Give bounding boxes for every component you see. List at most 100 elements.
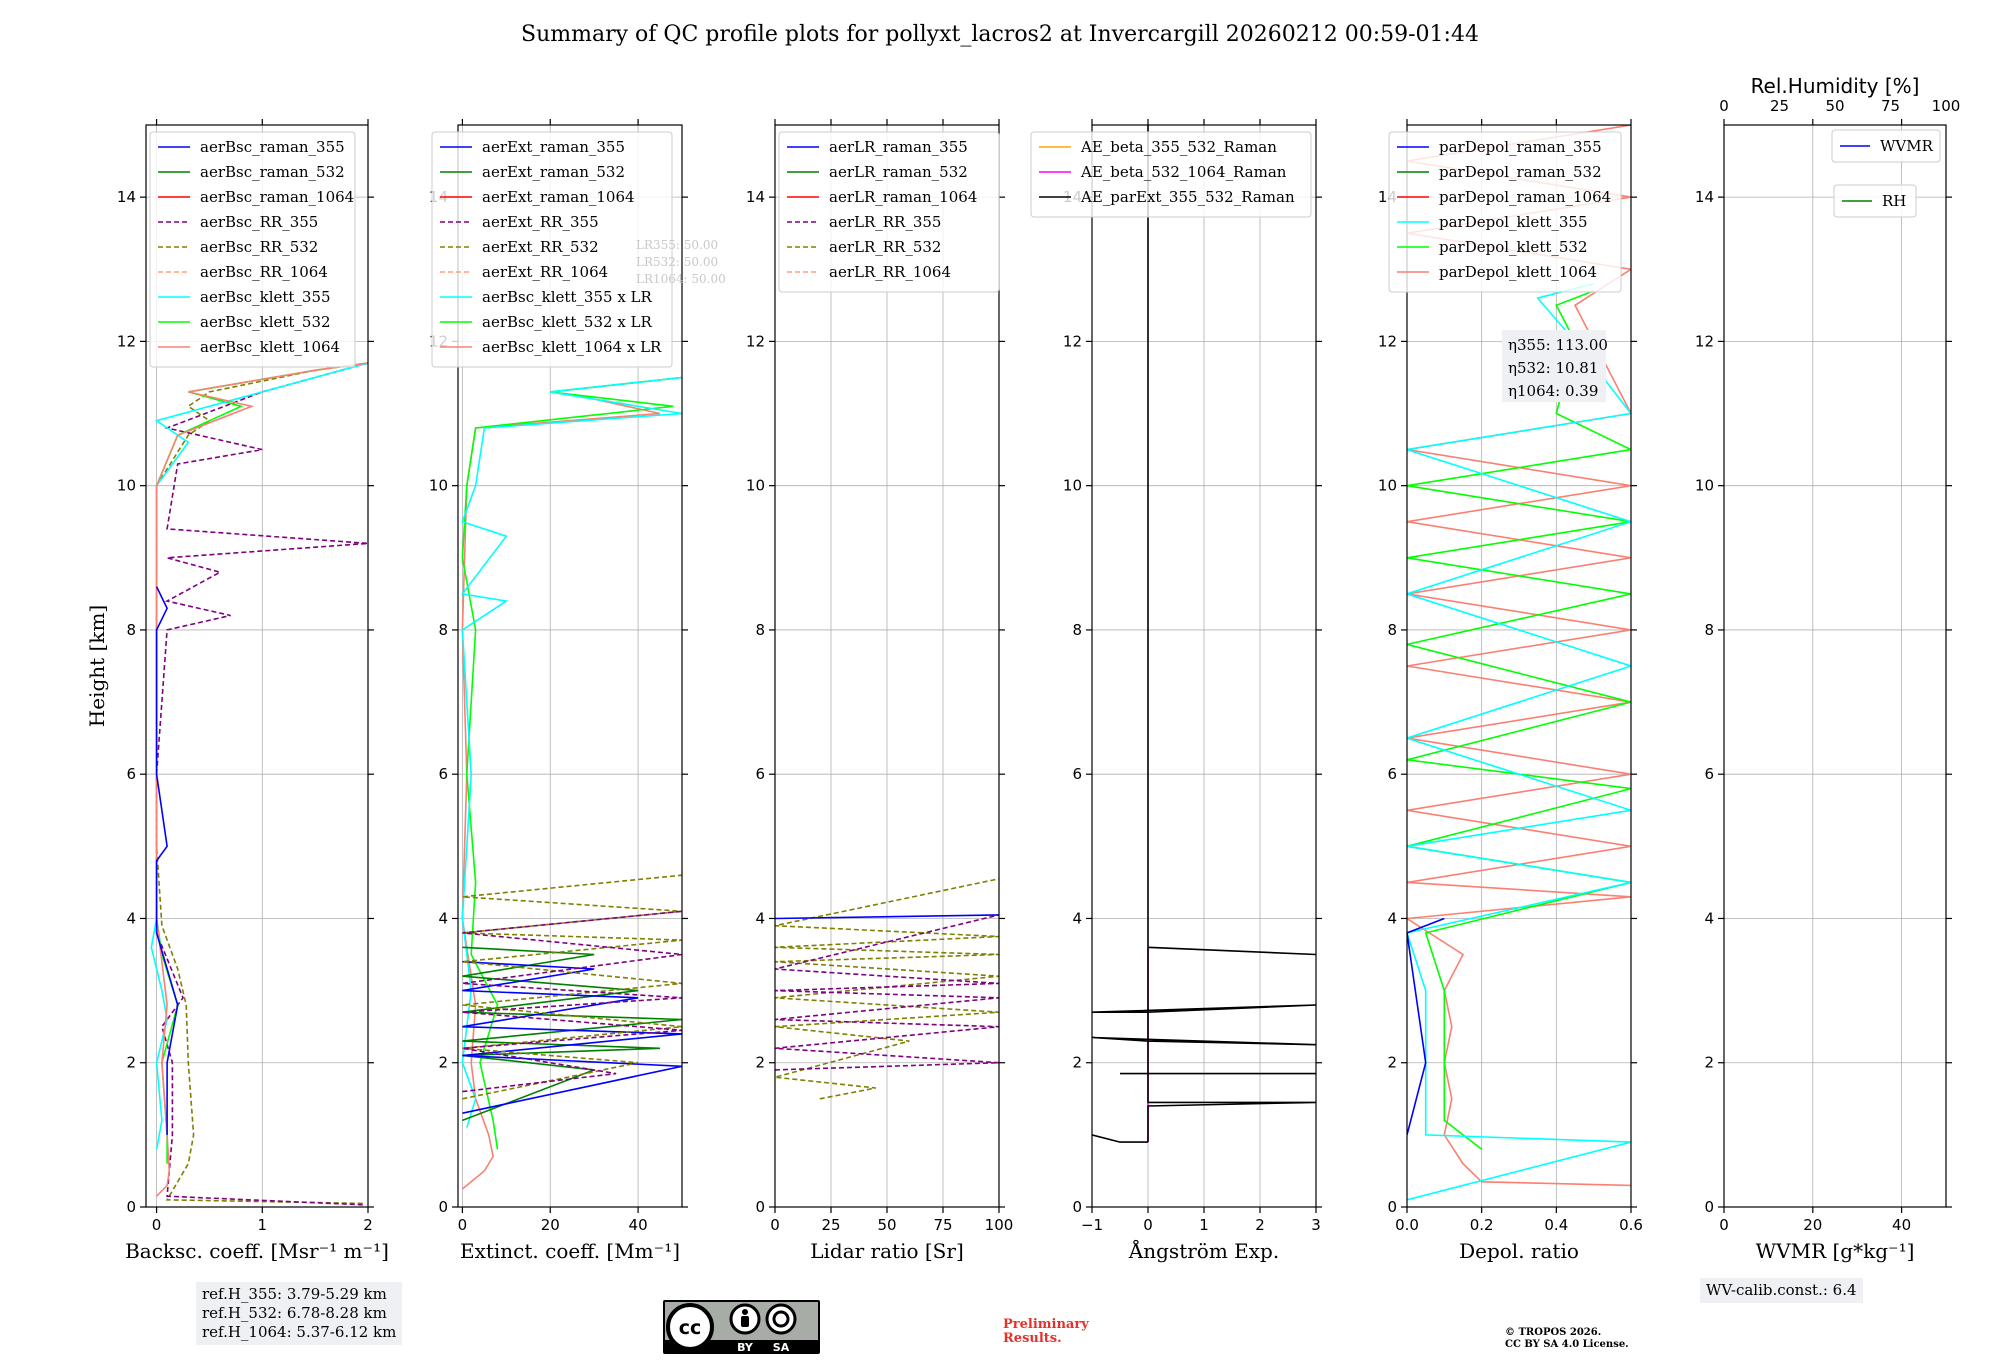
eta-label: η1064: 0.39 — [1508, 382, 1598, 400]
legend-label: AE_beta_355_532_Raman — [1080, 138, 1277, 156]
legend-label: aerExt_raman_1064 — [482, 188, 635, 206]
x-tick-label: 0 — [770, 1216, 780, 1234]
x-axis-label: Ångström Exp. — [1128, 1238, 1279, 1263]
ref-height-355: ref.H_355: 3.79-5.29 km — [202, 1285, 387, 1303]
x-axis-label: WVMR [g*kg⁻¹] — [1756, 1239, 1915, 1263]
y-tick-label: 10 — [1063, 477, 1082, 495]
eta-box: η355: 113.00 η532: 10.81 η1064: 0.39 — [1502, 330, 1608, 402]
legend-label: aerBsc_raman_355 — [200, 138, 345, 156]
series-line-aerBsc_klett_1064 x LR — [461, 376, 682, 1190]
series-group — [1407, 125, 1631, 1201]
legend-label: aerLR_RR_355 — [829, 213, 941, 231]
x-axis-label: Lidar ratio [Sr] — [810, 1239, 964, 1263]
legend-box — [149, 131, 356, 368]
y-axis-label: Height [km] — [85, 605, 109, 727]
legend-label: aerBsc_klett_1064 x LR — [482, 338, 662, 356]
x-tick-label: 20 — [541, 1216, 560, 1234]
eta-label: η355: 113.00 — [1508, 336, 1608, 354]
y-tick-label: 0 — [438, 1198, 448, 1216]
legend-label: aerLR_raman_355 — [829, 138, 968, 156]
series-group — [1092, 125, 1316, 1143]
y-tick-label: 10 — [1378, 477, 1397, 495]
series-line-aerExt_RR_532 — [462, 874, 682, 1100]
legend: aerBsc_raman_355 aerBsc_raman_532 aerBsc_r… — [149, 131, 356, 368]
legend: aerExt_raman_355 aerExt_raman_532 aerExt_r… — [431, 131, 673, 368]
y-tick-label: 0 — [755, 1198, 765, 1216]
y-tick-label: 12 — [1063, 332, 1082, 350]
ref-height-532: ref.H_532: 6.78-8.28 km — [202, 1304, 387, 1322]
x-axis-label: Depol. ratio — [1459, 1239, 1579, 1263]
legend-label: aerLR_RR_532 — [829, 238, 941, 256]
y-tick-label: 0 — [126, 1198, 136, 1216]
y-tick-label: 6 — [438, 765, 448, 783]
series-line-aerExt_RR_355 — [462, 910, 682, 1093]
x-tick-label: 75 — [933, 1216, 952, 1234]
series-line-aerBsc_klett_355 — [150, 362, 368, 1150]
top-tick-label: 50 — [1825, 97, 1844, 115]
series-group — [460, 376, 682, 1190]
y-tick-label: 8 — [755, 621, 765, 639]
legend-label: aerBsc_klett_1064 — [200, 338, 340, 356]
x-tick-label: 2 — [1255, 1216, 1265, 1234]
legend-label: parDepol_klett_355 — [1439, 213, 1588, 231]
y-tick-label: 12 — [1695, 332, 1714, 350]
series-line-aerExt_raman_355 — [462, 960, 682, 1114]
y-tick-label: 14 — [1695, 188, 1714, 206]
preliminary-results-note: Preliminary Results. — [1003, 1318, 1089, 1346]
reference-height-box: ref.H_355: 3.79-5.29 km ref.H_532: 6.78-… — [196, 1282, 403, 1345]
legend-label: aerBsc_klett_355 — [200, 288, 331, 306]
series-line-parDepol_klett_355 — [1407, 282, 1631, 1201]
legend-box — [1833, 184, 1917, 218]
series-group — [775, 878, 999, 1100]
y-tick-label: 12 — [1378, 332, 1397, 350]
copyright-line-2: CC BY SA 4.0 License. — [1505, 1339, 1629, 1350]
y-tick-label: 6 — [1704, 765, 1714, 783]
x-tick-label: 0 — [1719, 1216, 1729, 1234]
legend-box — [1388, 131, 1622, 293]
y-tick-label: 10 — [429, 477, 448, 495]
y-tick-label: 2 — [1704, 1054, 1714, 1072]
top-tick-label: 100 — [1932, 97, 1961, 115]
y-tick-label: 0 — [1387, 1198, 1397, 1216]
x-tick-label: 0.0 — [1395, 1216, 1419, 1234]
legend: aerLR_raman_355 aerLR_raman_532 aerLR_rama… — [778, 131, 1000, 293]
x-tick-label: 40 — [629, 1216, 648, 1234]
x-tick-label: 2 — [363, 1216, 373, 1234]
y-tick-label: 10 — [1695, 477, 1714, 495]
legend-label: aerBsc_RR_532 — [200, 238, 318, 256]
legend-rh: RH — [1833, 184, 1917, 218]
y-tick-label: 2 — [1072, 1054, 1082, 1072]
eta-box-bg — [1502, 330, 1606, 402]
axes-frame — [1723, 124, 1947, 1208]
legend-label: aerBsc_RR_1064 — [200, 263, 328, 281]
legend-wvmr: WVMR — [1831, 129, 1941, 163]
y-tick-label: 14 — [746, 188, 765, 206]
y-tick-label: 6 — [1387, 765, 1397, 783]
y-tick-label: 4 — [1387, 909, 1397, 927]
legend-label: parDepol_klett_532 — [1439, 238, 1588, 256]
lidar-ratio-label: LR532: 50.00 — [636, 255, 718, 269]
legend-label: aerBsc_klett_532 x LR — [482, 313, 653, 331]
x-axis-label: Extinct. coeff. [Mm⁻¹] — [460, 1239, 680, 1263]
y-tick-label: 10 — [117, 477, 136, 495]
x-tick-label: 0 — [1143, 1216, 1153, 1234]
legend-label: aerBsc_klett_532 — [200, 313, 331, 331]
y-tick-label: 14 — [117, 188, 136, 206]
legend-box — [778, 131, 1000, 293]
y-tick-label: 8 — [1704, 621, 1714, 639]
x-tick-label: 0 — [152, 1216, 162, 1234]
legend-label: aerLR_RR_1064 — [829, 263, 951, 281]
eta-label: η532: 10.81 — [1508, 359, 1598, 377]
top-tick-label: 25 — [1770, 97, 1789, 115]
y-tick-label: 6 — [126, 765, 136, 783]
legend-box — [1831, 129, 1941, 163]
x-tick-label: 3 — [1311, 1216, 1321, 1234]
x-tick-label: 40 — [1892, 1216, 1911, 1234]
axes-frame — [145, 124, 369, 1208]
y-tick-label: 2 — [126, 1054, 136, 1072]
x-axis-label: Backsc. coeff. [Msr⁻¹ m⁻¹] — [125, 1239, 389, 1263]
series-line-parDepol_raman_355 — [1407, 917, 1445, 1136]
x-tick-label: 0.2 — [1470, 1216, 1494, 1234]
y-tick-label: 0 — [1704, 1198, 1714, 1216]
